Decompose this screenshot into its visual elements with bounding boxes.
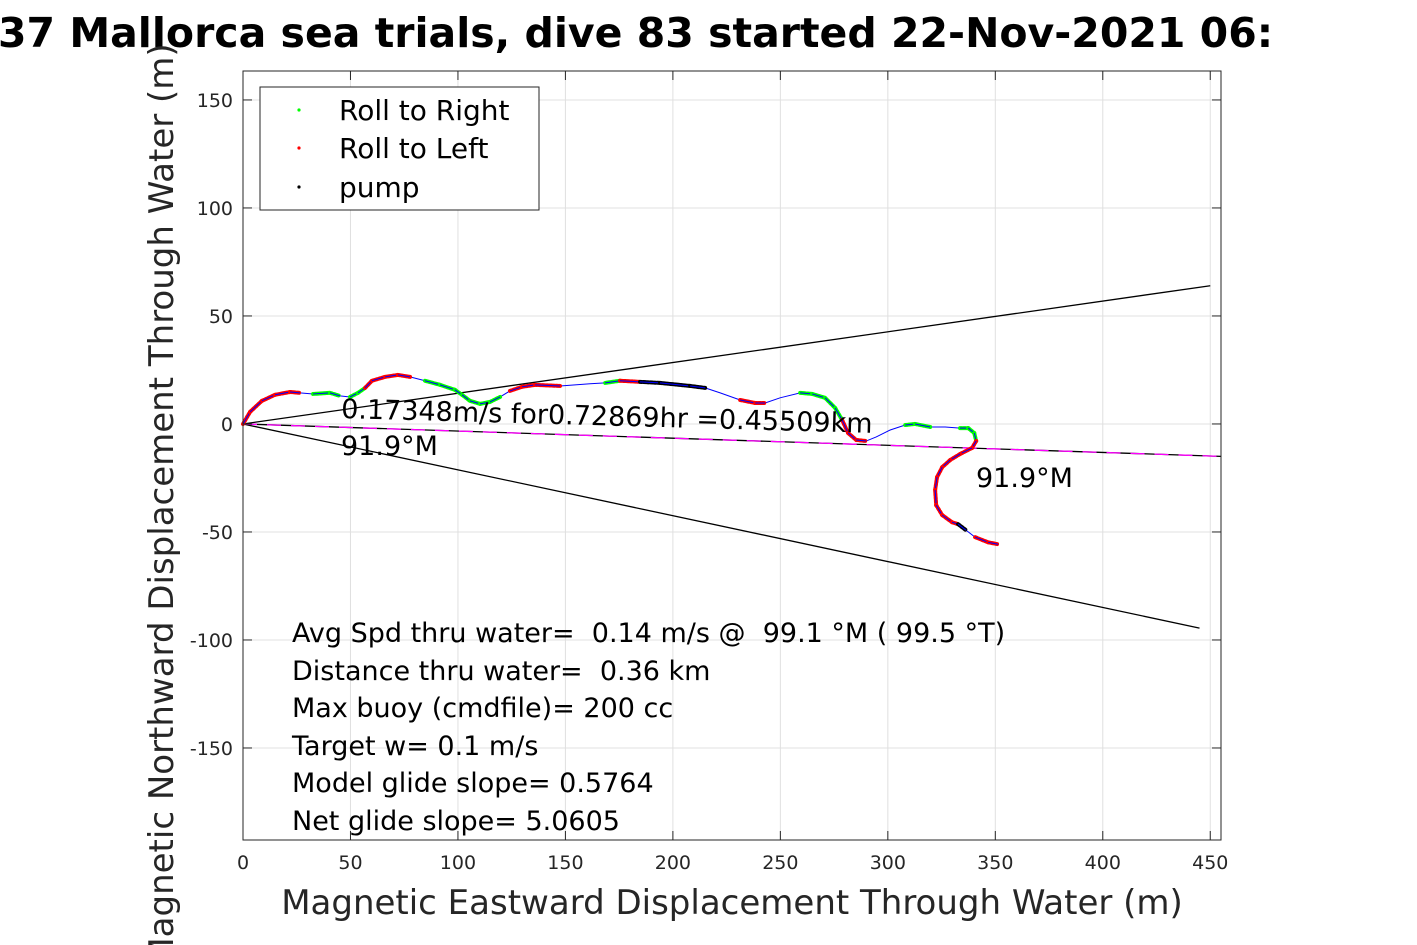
- track-line-segment: [385, 374, 399, 378]
- legend-label-pump: pump: [339, 171, 420, 204]
- track-line-segment: [834, 407, 843, 421]
- legend-marker-pump: [297, 185, 301, 189]
- track-line-segment: [812, 393, 826, 399]
- x-tick-label: 350: [977, 852, 1013, 874]
- track-line-segment: [800, 392, 813, 395]
- x-tick-label: 400: [1085, 852, 1121, 874]
- track-line-segment: [959, 447, 973, 455]
- track-line-segment: [988, 541, 999, 545]
- track-line-segment: [439, 384, 456, 391]
- track-line-segment: [841, 419, 849, 434]
- track-line-segment: [509, 386, 523, 392]
- track-line-segment: [371, 376, 386, 382]
- track-line-segment: [957, 523, 967, 531]
- stat-max-buoy: Max buoy (cmdfile)= 200 cc: [292, 693, 673, 724]
- stat-avg-speed: Avg Spd thru water= 0.14 m/s @ 99.1 °M (…: [292, 618, 1005, 649]
- track-line-segment: [934, 490, 937, 506]
- x-axis-label: Magnetic Eastward Displacement Through W…: [281, 883, 1183, 923]
- y-tick-label: 150: [197, 90, 233, 112]
- reference-lines: [242, 285, 1222, 629]
- stat-model-glide-slope: Model glide slope= 0.5764: [292, 768, 654, 799]
- stat-target-w: Target w= 0.1 m/s: [291, 731, 538, 762]
- axis-ticks: 0 50 100 150 200 250 300 350 400 450 -150 -100 -50 0 5…: [190, 71, 1228, 874]
- stat-distance: Distance thru water= 0.36 km: [292, 656, 711, 687]
- y-tick-label: -150: [190, 738, 233, 760]
- track-line-segment: [521, 384, 536, 388]
- track-line-segment: [397, 374, 411, 378]
- upper-bound-line: [242, 285, 1211, 425]
- track-line-segment: [489, 396, 501, 403]
- track-line-segment: [535, 384, 561, 387]
- track-line-segment: [639, 381, 661, 384]
- track-line-segment: [974, 536, 989, 543]
- stat-net-glide-slope: Net glide slope= 5.0605: [292, 806, 620, 837]
- lower-bound-line: [242, 423, 1200, 629]
- track-line-segment: [856, 439, 867, 442]
- track-line-segment: [242, 411, 251, 425]
- track-line-segment: [249, 400, 263, 413]
- track-line-segment: [605, 380, 621, 384]
- track-line-segment: [329, 392, 341, 397]
- track-line-segment: [261, 394, 276, 402]
- legend: Roll to Right Roll to Left pump: [259, 86, 540, 211]
- x-tick-label: 250: [762, 852, 798, 874]
- heading-end-annotation: 91.9°M: [976, 463, 1073, 494]
- x-tick-label: 50: [338, 852, 362, 874]
- y-tick-label: 0: [221, 414, 233, 436]
- track-line-segment: [740, 399, 756, 404]
- legend-marker-roll-left: [297, 146, 301, 150]
- track-line-segment: [619, 380, 641, 383]
- track-line-segment: [313, 392, 331, 395]
- chart-title: 37 Mallorca sea trials, dive 83 started …: [0, 9, 1273, 57]
- y-axis-label: Magnetic Northward Displacement Through …: [142, 43, 182, 945]
- y-tick-label: 50: [209, 306, 233, 328]
- y-tick-label: 100: [197, 198, 233, 220]
- x-tick-label: 150: [547, 852, 583, 874]
- heading-start-annotation: 91.9°M: [341, 431, 438, 462]
- legend-marker-roll-right: [297, 108, 301, 112]
- track-line-segment: [290, 391, 301, 394]
- track-line-segment: [274, 391, 291, 396]
- track-line-segment: [934, 477, 938, 491]
- track-line-segment: [941, 514, 953, 523]
- plot-area-frame: [242, 70, 1222, 841]
- x-tick-label: 300: [870, 852, 906, 874]
- track-line-segment: [424, 380, 441, 386]
- track-line-segment: [915, 423, 931, 428]
- legend-box: [259, 86, 540, 211]
- stats-block: Avg Spd thru water= 0.14 m/s @ 99.1 °M (…: [291, 618, 1005, 837]
- track-line-segment: [824, 397, 836, 409]
- legend-label-roll-left: Roll to Left: [339, 132, 488, 165]
- track-line-segment: [659, 382, 691, 387]
- y-tick-label: -50: [202, 522, 233, 544]
- x-tick-label: 450: [1192, 852, 1228, 874]
- dive-track: [241, 372, 1001, 547]
- heading-line: [242, 423, 1222, 458]
- track-line-segment: [690, 385, 706, 389]
- x-tick-label: 0: [237, 852, 249, 874]
- x-tick-label: 100: [440, 852, 476, 874]
- x-tick-label: 200: [655, 852, 691, 874]
- legend-label-roll-right: Roll to Right: [339, 94, 510, 127]
- grid: [242, 71, 1221, 840]
- y-tick-label: -100: [190, 630, 233, 652]
